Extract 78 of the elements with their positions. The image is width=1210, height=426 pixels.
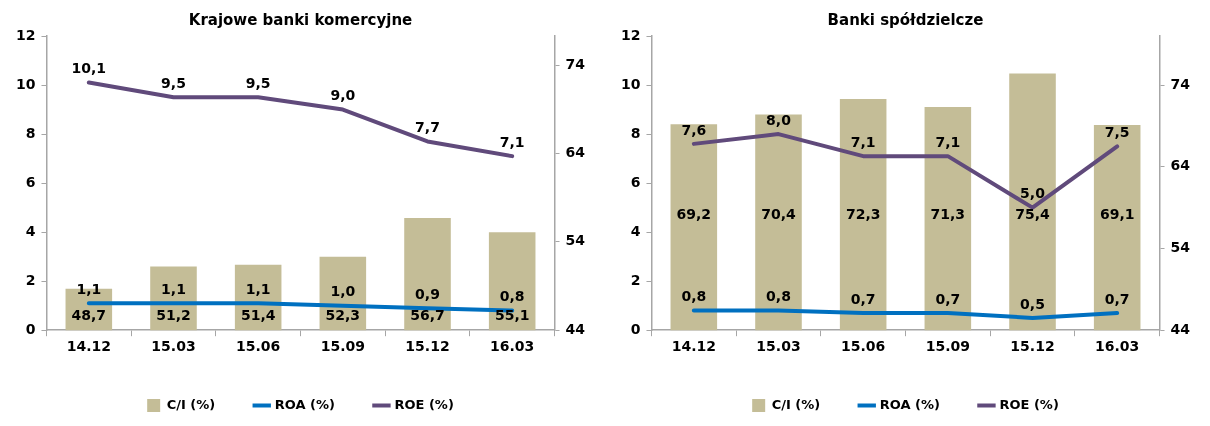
x-tick-label: 14.12	[66, 338, 111, 355]
y-tick-label: 2	[25, 271, 36, 288]
x-tick-label: 15.12	[1010, 338, 1055, 355]
data-label: 7,1	[499, 133, 525, 150]
y2-tick-label: 44	[565, 320, 586, 337]
data-label: 9,0	[330, 87, 356, 104]
y2-tick-label: 74	[1170, 75, 1191, 92]
data-label: 7,5	[1104, 123, 1130, 140]
legend-label: C/I (%)	[771, 396, 821, 412]
data-label: 55,1	[494, 306, 530, 323]
x-tick-label: 15.12	[405, 338, 450, 355]
data-label: 7,1	[850, 133, 876, 150]
y-tick-label: 12	[621, 26, 641, 43]
x-tick-label: 15.03	[756, 338, 801, 355]
y2-tick-label: 64	[565, 144, 586, 161]
data-label: 0,5	[1020, 295, 1045, 312]
x-tick-label: 15.09	[925, 338, 970, 355]
data-label: 9,5	[245, 74, 271, 91]
x-tick-label: 16.03	[490, 338, 535, 355]
data-label: 72,3	[845, 205, 881, 222]
legend-label: ROA (%)	[879, 396, 940, 412]
chart-title: Banki spółdzielcze	[827, 10, 984, 29]
y2-tick-label: 54	[1170, 239, 1191, 256]
y-tick-label: 4	[630, 222, 641, 239]
data-label: 1,1	[76, 280, 102, 297]
data-label: 10,1	[71, 60, 107, 77]
data-label: 0,8	[681, 288, 707, 305]
data-label: 1,1	[245, 280, 271, 297]
data-label: 48,7	[71, 306, 107, 323]
y-tick-label: 0	[630, 320, 641, 337]
data-label: 70,4	[761, 205, 797, 222]
data-label: 56,7	[410, 306, 445, 323]
x-tick-label: 15.06	[236, 338, 281, 355]
x-tick-label: 14.12	[671, 338, 716, 355]
y-tick-label: 4	[25, 222, 36, 239]
y2-tick-label: 54	[565, 232, 586, 249]
y2-tick-label: 64	[1170, 157, 1191, 174]
data-label: 69,2	[676, 205, 712, 222]
data-label: 0,9	[415, 285, 440, 302]
data-label: 51,2	[156, 306, 191, 323]
data-label: 0,8	[766, 288, 791, 305]
y2-tick-label: 74	[565, 55, 586, 72]
data-label: 69,1	[1099, 205, 1135, 222]
x-tick-label: 15.06	[841, 338, 886, 355]
legend-label: ROE (%)	[394, 396, 454, 412]
data-label: 9,5	[161, 74, 186, 91]
data-label: 0,7	[1104, 290, 1130, 307]
data-label: 0,8	[499, 288, 525, 305]
data-label: 1,0	[330, 283, 356, 300]
data-label: 0,7	[935, 290, 961, 307]
data-label: 0,7	[850, 290, 876, 307]
y2-tick-label: 44	[1170, 320, 1191, 337]
legend-label: ROE (%)	[999, 396, 1059, 412]
data-label: 71,3	[930, 205, 966, 222]
y-tick-label: 10	[621, 75, 641, 92]
data-label: 52,3	[325, 306, 361, 323]
y-tick-label: 10	[16, 75, 36, 92]
x-tick-label: 15.03	[151, 338, 196, 355]
y-tick-label: 8	[25, 124, 36, 141]
data-label: 8,0	[766, 111, 792, 128]
data-label: 1,1	[161, 280, 186, 297]
y-tick-label: 0	[25, 320, 36, 337]
y-tick-label: 8	[630, 124, 641, 141]
y-tick-label: 12	[16, 26, 36, 43]
y-tick-label: 6	[25, 173, 36, 190]
data-label: 7,7	[415, 119, 440, 136]
data-label: 5,0	[1020, 185, 1046, 202]
x-tick-label: 16.03	[1095, 338, 1140, 355]
x-tick-label: 15.09	[320, 338, 365, 355]
data-label: 75,4	[1015, 205, 1051, 222]
y-tick-label: 2	[630, 271, 641, 288]
legend-label: C/I (%)	[166, 396, 216, 412]
data-label: 7,6	[681, 121, 707, 138]
legend-label: ROA (%)	[274, 396, 335, 412]
data-label: 7,1	[935, 133, 961, 150]
chart-title: Krajowe banki komercyjne	[188, 10, 413, 29]
y-tick-label: 6	[630, 173, 641, 190]
data-label: 51,4	[240, 306, 276, 323]
